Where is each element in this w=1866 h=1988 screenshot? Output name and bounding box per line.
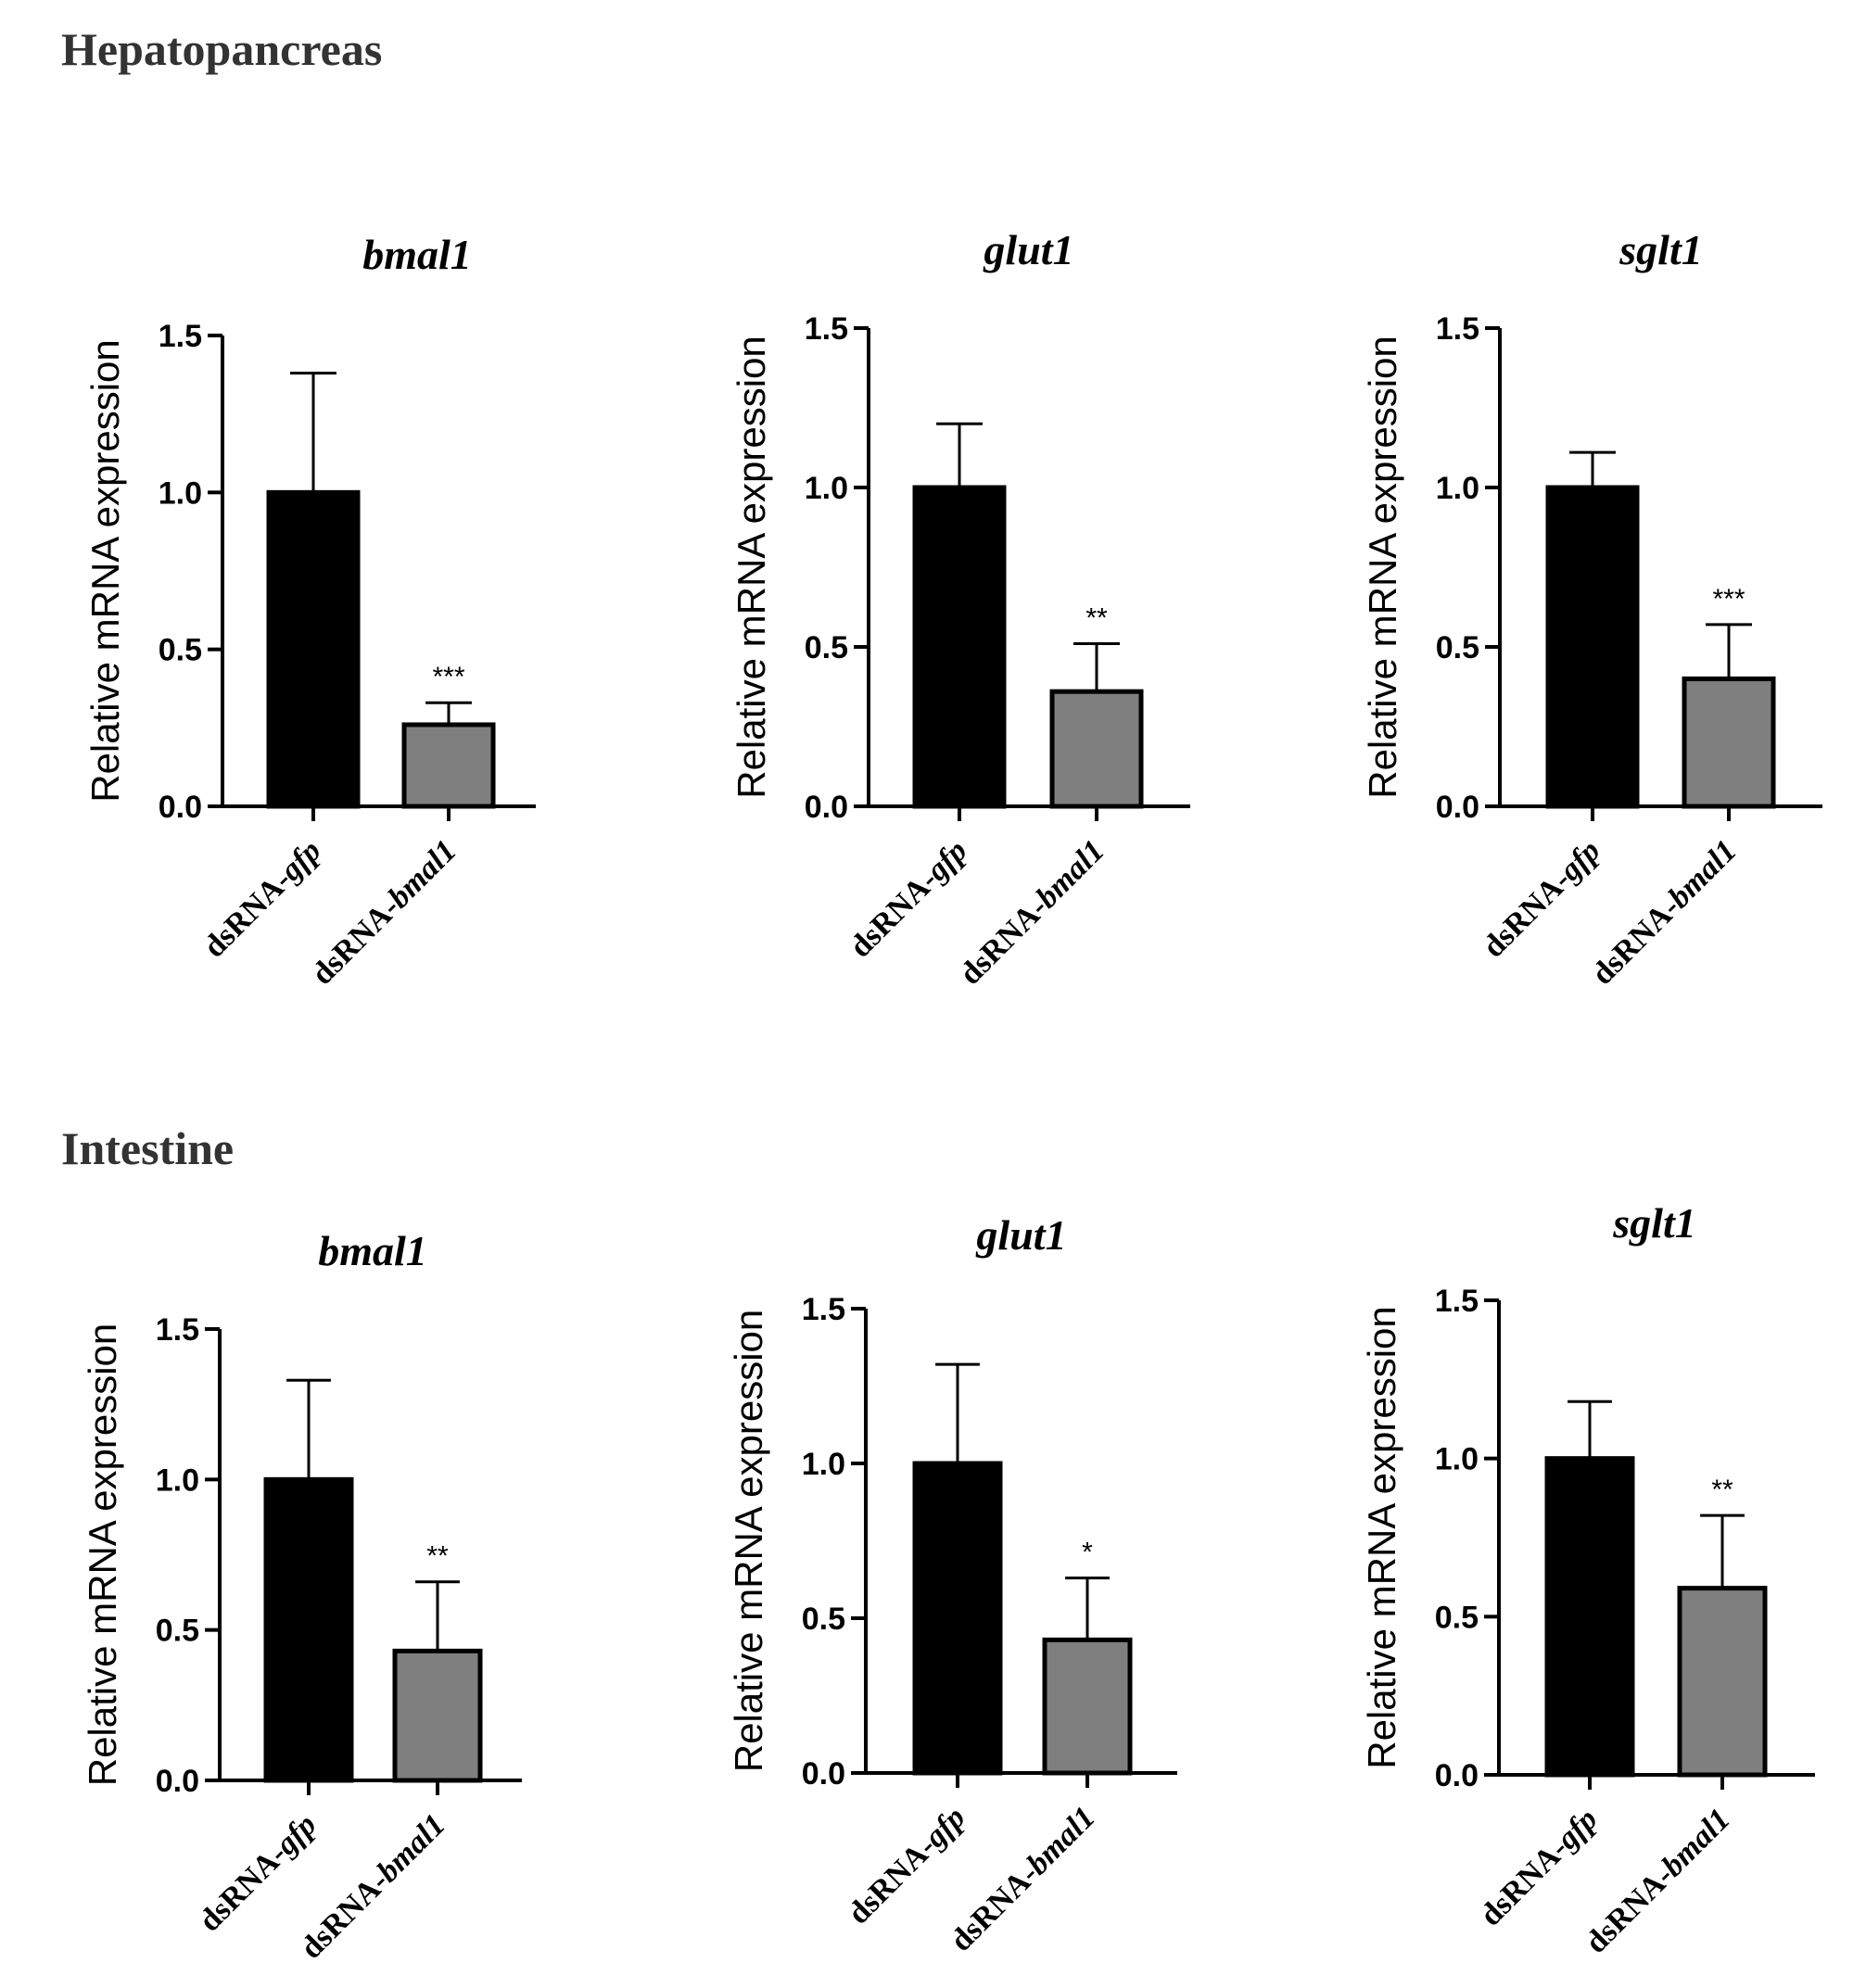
y-tick-label: 0.0 [802,1756,845,1792]
y-tick-label: 0.5 [1436,630,1479,665]
y-axis-label: Relative mRNA expression [1361,336,1404,799]
y-tick-label: 1.0 [156,1463,199,1498]
chart-title: bmal1 [362,231,472,278]
y-tick-label: 1.5 [156,1312,199,1348]
y-axis-label: Relative mRNA expression [83,339,127,803]
category-prefix: dsRNA- [944,1857,1045,1958]
bar-bmal1 [1677,1586,1768,1778]
category-gene: bmal1 [1021,1800,1102,1881]
bar-gfp [912,1461,1003,1776]
chart-title: sglt1 [1618,226,1702,273]
category-label: dsRNA-gfp [844,833,974,964]
bar-bmal1 [1049,689,1144,809]
chart-panel-hepatopancreas-glut1: glut1 0.0 0.5 1.0 1.5 Relative mRNA expressio… [730,226,1190,992]
significance-marker: ** [1711,1475,1733,1505]
y-tick-label: 0.5 [1435,1600,1479,1635]
y-axis-label: Relative mRNA expression [727,1310,770,1773]
bar-gfp [263,1476,354,1783]
category-prefix: dsRNA- [953,891,1054,992]
chart-panel-intestine-glut1: glut1 0.0 0.5 1.0 1.5 Relative mRNA expressio… [727,1211,1177,1958]
category-label: dsRNA-bmal1 [305,833,463,991]
y-axis-label: Relative mRNA expression [730,336,773,799]
y-axis-label: Relative mRNA expression [81,1323,124,1787]
bar-gfp [266,489,361,809]
category-prefix: dsRNA- [294,1865,395,1966]
category-gene: bmal1 [371,1807,452,1889]
bar-bmal1 [1042,1637,1133,1776]
category-label: dsRNA-gfp [1477,833,1607,964]
section-title-hepatopancreas: Hepatopancreas [61,23,383,75]
y-tick-label: 1.5 [802,1292,845,1327]
category-prefix: dsRNA- [305,891,406,992]
y-tick-label: 1.5 [1435,1284,1479,1319]
y-axis-label: Relative mRNA expression [1360,1306,1403,1769]
bar-bmal1 [392,1648,483,1783]
category-label: dsRNA-gfp [842,1800,972,1931]
y-tick-label: 1.0 [805,471,848,506]
y-tick-label: 0.5 [802,1602,845,1637]
chart-title: sglt1 [1612,1199,1695,1247]
section-title-intestine: Intestine [61,1122,235,1174]
y-tick-label: 0.5 [805,630,848,665]
bar-gfp [1545,485,1640,809]
bar-gfp [912,485,1007,809]
y-tick-label: 1.0 [159,475,202,511]
y-tick-label: 0.0 [1436,790,1479,825]
category-prefix: dsRNA- [1474,1832,1575,1933]
category-gene: bmal1 [1030,833,1111,915]
y-tick-label: 0.0 [805,790,848,825]
significance-marker: ** [1085,603,1108,634]
category-gene: bmal1 [1656,1802,1737,1883]
y-tick-label: 0.5 [159,633,202,668]
category-label: dsRNA-gfp [1474,1802,1605,1932]
y-tick-label: 1.5 [159,319,202,354]
chart-panel-intestine-bmal1: bmal1 0.0 0.5 1.0 1.5 Relative mRNA expressio… [81,1227,522,1966]
y-tick-label: 1.5 [805,311,848,347]
category-label: dsRNA-gfp [197,833,328,964]
y-tick-label: 0.0 [159,790,202,825]
bar-gfp [1544,1456,1635,1778]
category-prefix: dsRNA- [844,864,945,965]
y-tick-label: 1.0 [802,1447,845,1482]
chart-title: glut1 [983,226,1073,273]
significance-marker: ** [426,1541,449,1572]
category-prefix: dsRNA- [1579,1859,1680,1960]
category-prefix: dsRNA- [842,1830,943,1931]
category-prefix: dsRNA- [193,1838,294,1939]
y-tick-label: 0.0 [156,1764,199,1799]
bar-bmal1 [401,722,496,809]
y-tick-label: 0.0 [1435,1758,1479,1793]
chart-panel-intestine-sglt1: sglt1 0.0 0.5 1.0 1.5 Relative mRNA expressio… [1360,1199,1815,1960]
category-label: dsRNA-gfp [193,1807,324,1938]
significance-marker: * [1082,1538,1093,1568]
y-tick-label: 1.0 [1436,471,1479,506]
category-prefix: dsRNA- [1477,864,1578,965]
y-tick-label: 1.5 [1436,311,1479,347]
category-gene: bmal1 [382,833,463,915]
chart-panel-hepatopancreas-bmal1: bmal1 0.0 0.5 1.0 1.5 Relative mRNA expressio… [83,231,536,992]
category-prefix: dsRNA- [1585,891,1686,992]
category-label: dsRNA-bmal1 [953,833,1111,991]
significance-marker: *** [1712,584,1745,614]
category-gene: bmal1 [1662,833,1744,915]
y-tick-label: 0.5 [156,1614,199,1649]
chart-title: bmal1 [318,1227,427,1274]
significance-marker: *** [432,662,464,692]
chart-title: glut1 [975,1211,1066,1259]
category-prefix: dsRNA- [197,864,298,965]
category-label: dsRNA-bmal1 [1585,833,1743,991]
y-tick-label: 1.0 [1435,1442,1479,1477]
bar-bmal1 [1682,676,1776,809]
chart-panel-hepatopancreas-sglt1: sglt1 0.0 0.5 1.0 1.5 Relative mRNA expressio… [1361,226,1822,992]
